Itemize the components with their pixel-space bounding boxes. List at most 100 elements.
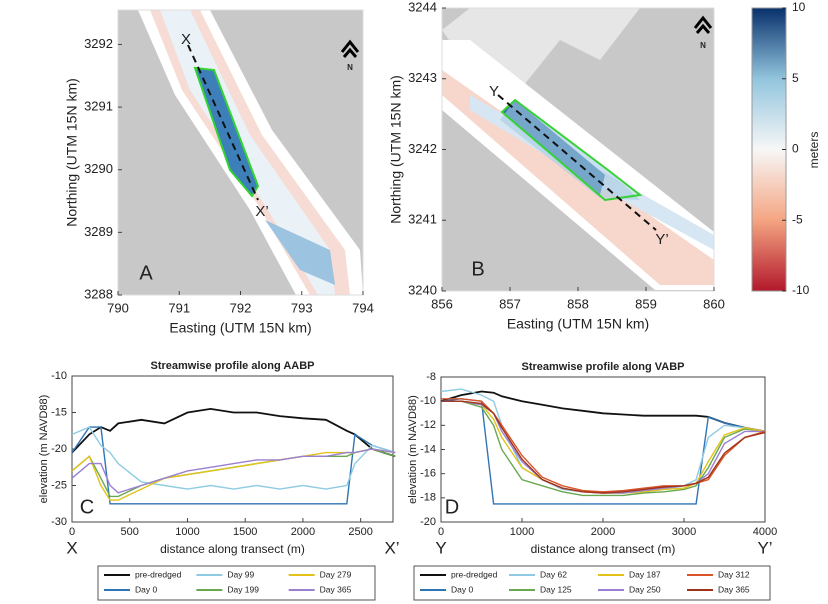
legend-label: pre-dredged [451, 569, 498, 579]
y-tick-label: 3290 [84, 161, 113, 176]
x-tick-label: 860 [703, 296, 725, 311]
legend-label: Day 199 [227, 584, 259, 594]
x-tick-label: 2000 [591, 526, 615, 538]
x-axis-label: Easting (UTM 15N km) [507, 316, 649, 332]
legend-label: Day 0 [451, 584, 473, 594]
x-tick-label: 0 [69, 526, 75, 538]
chart-title: Streamwise profile along VABP [521, 361, 684, 373]
plot-frame [71, 375, 394, 523]
annotation: X’ [255, 203, 268, 220]
y-tick-label: 3241 [408, 212, 437, 227]
y-tick-label: -14 [420, 443, 436, 455]
panel-label: A [139, 262, 153, 284]
map-a-raster [118, 10, 363, 295]
line-series [440, 388, 766, 493]
colorbar-tick-label: 10 [792, 0, 806, 14]
x-tick-label: 856 [431, 296, 453, 311]
panel-label: D [445, 496, 459, 518]
x-tick-label: 0 [438, 526, 444, 538]
north-arrow [693, 15, 713, 34]
y-tick-label: -12 [420, 419, 436, 431]
y-axis-label: Northing (UTM 15N km) [64, 78, 80, 227]
x-axis-label: distance along transect (m) [160, 542, 305, 556]
annotation: Y’ [757, 538, 772, 557]
line-series [440, 390, 766, 433]
line-series [71, 426, 396, 490]
legend-label: Day 365 [320, 584, 352, 594]
x-tick-label: 857 [499, 296, 521, 311]
x-tick-label: 2000 [291, 526, 315, 538]
legend [413, 565, 771, 601]
y-tick-label: 3240 [408, 282, 437, 297]
x-axis-label: distance along transect (m) [531, 542, 676, 556]
y-tick-label: 3291 [84, 99, 113, 114]
x-tick-label: 858 [567, 296, 589, 311]
chart-title: Streamwise profile along AABP [150, 360, 314, 372]
legend-label: Day 125 [540, 584, 572, 594]
line-series [441, 400, 766, 497]
y-tick-label: 3292 [84, 36, 113, 51]
y-axis-label: elevation (m NAVD88) [38, 395, 50, 504]
line-series [441, 400, 766, 494]
x-tick-label: 791 [168, 300, 190, 315]
legend-label: pre-dredged [135, 569, 182, 579]
legend-label: Day 99 [227, 569, 254, 579]
x-tick-label: 500 [121, 526, 139, 538]
legend-label: Day 0 [135, 584, 157, 594]
legend-label: Day 250 [629, 584, 661, 594]
legend-label: Day 279 [320, 569, 352, 579]
panel-label: C [80, 496, 94, 518]
annotation: Y [489, 83, 499, 100]
x-tick-label: 793 [291, 300, 313, 315]
line-series [441, 400, 766, 494]
x-tick-label: 794 [352, 300, 374, 315]
colorbar-tick-label: 0 [792, 142, 799, 156]
x-tick-label: 859 [635, 296, 657, 311]
y-tick-label: -8 [426, 371, 436, 383]
panel-label: B [471, 258, 484, 280]
y-tick-label: -16 [420, 468, 436, 480]
y-tick-label: 3289 [84, 224, 113, 239]
x-tick-label: 1500 [233, 526, 257, 538]
y-tick-label: -20 [51, 443, 67, 455]
legend [97, 565, 376, 601]
x-tick-label: 790 [107, 300, 129, 315]
y-tick-label: -20 [420, 516, 436, 528]
annotation: X’ [384, 538, 399, 557]
y-tick-label: 3243 [408, 70, 437, 85]
y-tick-label: -10 [420, 395, 436, 407]
x-tick-label: 4000 [753, 526, 777, 538]
line-series [71, 426, 396, 505]
north-label: N [700, 41, 706, 50]
x-tick-label: 2500 [348, 526, 372, 538]
line-series [71, 407, 396, 458]
colorbar-label: meters [807, 132, 821, 169]
annotation: X [66, 538, 77, 557]
map-b-raster [442, 8, 714, 291]
y-tick-label: 3244 [408, 0, 437, 14]
y-tick-label: -30 [51, 516, 67, 528]
annotation: Y’ [655, 231, 668, 248]
annotation: X [181, 31, 191, 48]
y-tick-label: -15 [51, 406, 67, 418]
colorbar-tick-label: -10 [792, 283, 810, 297]
line-series [440, 398, 766, 505]
y-tick-label: -25 [51, 479, 67, 491]
y-tick-label: -18 [420, 492, 436, 504]
y-tick-label: 3288 [84, 286, 113, 301]
x-tick-label: 792 [230, 300, 252, 315]
north-arrow [340, 39, 360, 58]
x-tick-label: 3000 [672, 526, 696, 538]
y-tick-label: 3242 [408, 141, 437, 156]
x-axis-label: Easting (UTM 15N km) [169, 320, 311, 336]
line-series [71, 448, 396, 494]
annotation: Y [435, 538, 446, 557]
y-axis-label: Northing (UTM 15N km) [388, 75, 404, 224]
x-tick-label: 1000 [175, 526, 199, 538]
legend-label: Day 312 [718, 569, 750, 579]
north-label: N [347, 63, 353, 72]
y-tick-label: -10 [51, 370, 67, 382]
colorbar [751, 7, 787, 292]
legend-label: Day 187 [629, 569, 661, 579]
